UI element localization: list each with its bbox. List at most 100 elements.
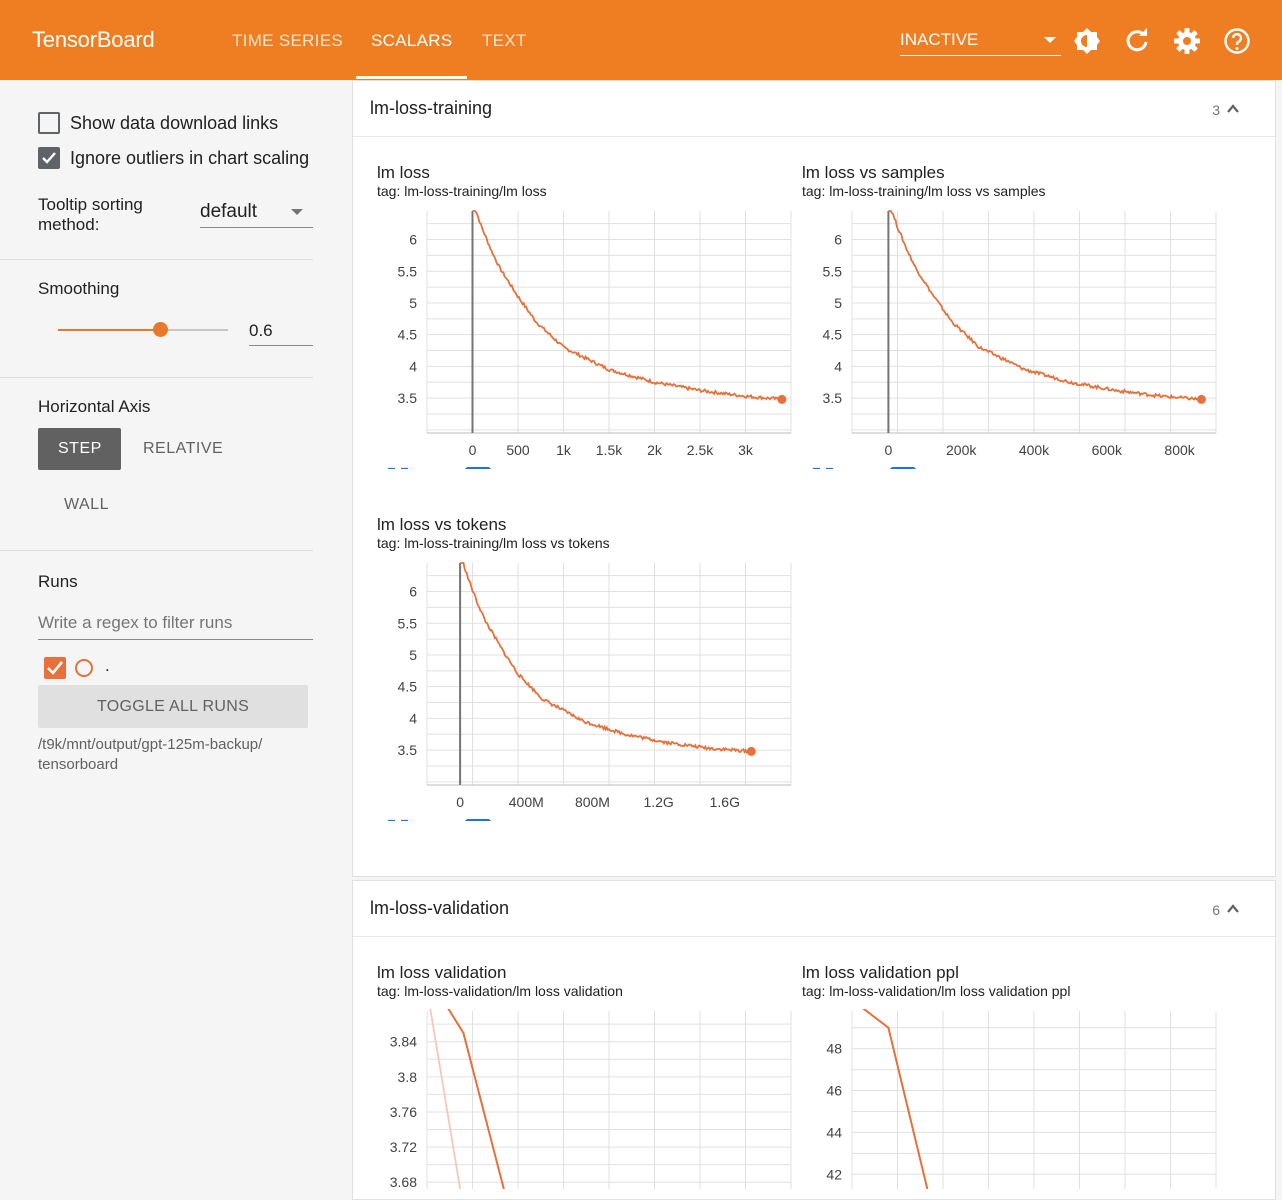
chevron-up-icon[interactable] (1227, 903, 1239, 915)
smoothing-slider-handle[interactable] (153, 322, 168, 337)
y-tick-label: 5 (409, 647, 417, 663)
series-line (472, 210, 783, 402)
chart-lm-loss[interactable]: 3.5 4 4.5 5 5.5 6 0 500 1k 1.5k 2k 2.5k 3k (377, 209, 797, 469)
plugin-status-select[interactable]: INACTIVE (900, 30, 1061, 56)
series-end-point (746, 746, 756, 756)
fit-domain-icon-frame (465, 819, 491, 821)
chart-title: lm loss vs tokens (377, 515, 507, 534)
show-download-links-checkbox[interactable] (38, 112, 60, 134)
y-tick-label: 6 (409, 232, 417, 248)
y-tick-label: 4 (409, 710, 417, 726)
smoothing-input[interactable]: 0.6 (249, 318, 313, 346)
group-title: lm-loss-validation (370, 898, 510, 918)
settings-gear-icon[interactable] (1173, 27, 1201, 55)
run-checkbox[interactable] (44, 657, 66, 679)
divider (0, 377, 313, 378)
group-header[interactable]: lm-loss-validation 6 (353, 881, 1275, 937)
tab-scalars[interactable]: SCALARS (371, 31, 453, 50)
series-line (862, 1009, 929, 1189)
x-tick-label: 0 (885, 442, 893, 458)
horizontal-axis-label: Horizontal Axis (38, 397, 151, 416)
x-tick-label: 1k (556, 442, 572, 458)
divider (0, 550, 313, 551)
group-card-lm-loss-validation: lm-loss-validation 6 lm loss validation … (352, 880, 1276, 1200)
y-tick-label: 5 (409, 295, 417, 311)
chart-tag: tag: lm-loss-training/lm loss (377, 183, 547, 199)
y-tick-label: 4 (409, 358, 417, 374)
x-tick-label: 1.6G (710, 794, 740, 810)
axis-relative-button[interactable]: RELATIVE (143, 440, 224, 457)
tooltip-sorting-select[interactable]: default (200, 198, 313, 228)
checkmark-icon (47, 661, 64, 675)
help-icon[interactable] (1223, 27, 1251, 55)
y-tick-label: 44 (826, 1124, 842, 1140)
y-tick-label: 5 (834, 295, 842, 311)
show-download-links-label: Show data download links (70, 113, 279, 133)
run-color-picker[interactable] (75, 659, 93, 677)
runs-label: Runs (38, 572, 78, 591)
x-tick-label: 800M (575, 794, 610, 810)
fit-domain-icon[interactable] (465, 467, 491, 469)
chevron-down-icon (1044, 37, 1056, 43)
theme-toggle-icon[interactable] (1073, 27, 1101, 55)
group-count: 6 (1212, 902, 1220, 918)
chevron-up-icon[interactable] (1227, 103, 1239, 115)
tab-text[interactable]: TEXT (482, 31, 527, 50)
main-content: lm-loss-training 3 lm loss tag: lm-loss-… (340, 80, 1282, 1200)
app-brand[interactable]: TensorBoard (32, 27, 155, 52)
chart-title: lm loss validation ppl (802, 963, 959, 982)
sidebar: Show data download links Ignore outliers… (0, 80, 340, 1188)
x-tick-label: 400M (509, 794, 544, 810)
chart-lm-loss-validation[interactable]: 3.68 3.72 3.76 3.8 3.84 (377, 1009, 797, 1189)
smoothing-slider-track[interactable] (58, 322, 228, 337)
refresh-icon[interactable] (1123, 27, 1151, 55)
group-card-lm-loss-training: lm-loss-training 3 lm loss tag: lm-loss-… (352, 80, 1276, 877)
series-line (447, 1009, 505, 1189)
fit-domain-icon[interactable] (465, 819, 491, 821)
fit-domain-icon-frame (890, 467, 916, 469)
checkmark-icon (42, 152, 56, 164)
y-tick-label: 5.5 (398, 263, 418, 279)
y-tick-label: 6 (834, 232, 842, 248)
tooltip-sorting-value: default (200, 201, 258, 222)
x-tick-label: 600k (1092, 442, 1123, 458)
chart-lm-loss-vs-samples[interactable]: 3.5 4 4.5 5 5.5 6 0 200k 400k 600k 800k (802, 209, 1222, 469)
divider (0, 259, 313, 260)
y-tick-label: 4.5 (398, 327, 418, 343)
series-end-point (1196, 394, 1206, 404)
group-header[interactable]: lm-loss-training 3 (353, 81, 1275, 137)
series-line (888, 210, 1202, 401)
chart-title: lm loss validation (377, 963, 507, 982)
ignore-outliers-checkbox[interactable] (38, 147, 60, 169)
logdir-line2: tensorboard (38, 756, 119, 773)
runs-filter-placeholder: Write a regex to filter runs (38, 613, 233, 632)
chart-lm-loss-validation-ppl[interactable]: 42 44 46 48 (802, 1009, 1222, 1189)
tab-time-series[interactable]: TIME SERIES (232, 31, 343, 50)
toggle-all-runs-button[interactable]: TOGGLE ALL RUNS (38, 685, 308, 728)
y-tick-label: 3.84 (390, 1034, 417, 1050)
x-tick-label: 0 (456, 794, 464, 810)
y-tick-label: 48 (826, 1041, 842, 1057)
x-tick-label: 0 (469, 442, 477, 458)
smoothing-value: 0.6 (249, 321, 273, 340)
y-tick-label: 4.5 (823, 327, 843, 343)
x-tick-label: 3k (738, 442, 754, 458)
chart-title: lm loss vs samples (802, 163, 945, 182)
chart-lm-loss-vs-tokens[interactable]: 3.5 4 4.5 5 5.5 6 0 400M 800M 1.2G 1.6G (377, 561, 797, 821)
y-tick-label: 5.5 (823, 263, 843, 279)
axis-step-button[interactable]: STEP (38, 428, 121, 470)
x-tick-label: 1.5k (596, 442, 623, 458)
chevron-down-icon (291, 209, 303, 215)
axis-wall-button[interactable]: WALL (64, 496, 109, 513)
y-tick-label: 3.76 (390, 1104, 417, 1120)
smoothing-slider-fill (58, 329, 160, 331)
chart-tag: tag: lm-loss-training/lm loss vs samples (802, 183, 1046, 199)
fit-domain-icon[interactable] (890, 467, 916, 469)
x-tick-label: 1.2G (643, 794, 673, 810)
axis-step-label: STEP (58, 440, 102, 457)
x-tick-label: 2.5k (687, 442, 714, 458)
runs-filter-input[interactable]: Write a regex to filter runs (38, 610, 313, 640)
series-line (460, 562, 752, 755)
ignore-outliers-label-clip: Ignore outliers in chart scaling (70, 148, 313, 172)
top-app-bar: TensorBoard TIME SERIES SCALARS TEXT INA… (0, 0, 1282, 80)
